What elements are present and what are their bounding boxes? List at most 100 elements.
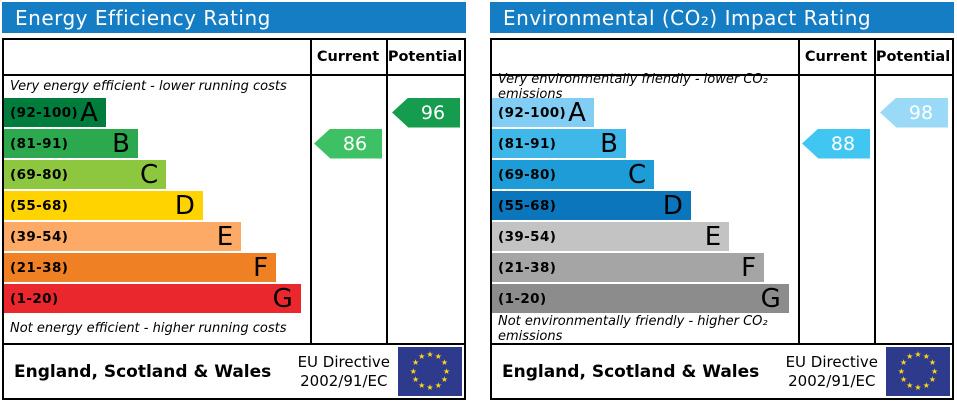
band-b: (81-91) B	[4, 128, 139, 159]
current-rating-arrow: 88	[802, 128, 870, 159]
column-divider	[798, 40, 800, 343]
band-letter: D	[662, 190, 683, 221]
header-empty-cell	[4, 40, 310, 76]
band-range: (81-91)	[10, 135, 69, 152]
band-c: (69-80) C	[4, 159, 167, 190]
eu-star-icon: ★	[897, 366, 905, 376]
band-letter: C	[140, 159, 159, 190]
band-range: (39-54)	[10, 228, 69, 245]
eu-star-icon: ★	[411, 374, 420, 384]
eu-directive-line2: 2002/91/EC	[788, 371, 876, 390]
band-letter: G	[760, 283, 781, 314]
band-c: (69-80) C	[492, 160, 655, 189]
band-e: (39-54) E	[4, 221, 242, 252]
eu-directive-line2: 2002/91/EC	[300, 371, 388, 390]
energy-rating-table: Current Potential Very energy efficient …	[2, 38, 466, 345]
top-caption: Very energy efficient - lower running co…	[10, 79, 287, 94]
eu-star-icon: ★	[434, 380, 442, 390]
eu-star-icon: ★	[899, 358, 908, 368]
top-caption: Very environmentally friendly - lower CO…	[498, 71, 768, 102]
eu-star-icon: ★	[440, 358, 448, 368]
eu-star-icon: ★	[928, 358, 936, 368]
band-d: (55-68) D	[492, 191, 691, 220]
eu-star-icon: ★	[931, 366, 939, 376]
current-column-header: Current	[310, 40, 386, 76]
column-divider	[874, 40, 876, 343]
potential-rating-arrow: 98	[880, 97, 948, 128]
panel-title-bar: Environmental (CO₂) Impact Rating	[490, 2, 954, 33]
current-rating-arrow: 86	[314, 128, 382, 159]
eu-star-icon: ★	[906, 352, 914, 362]
band-range: (69-80)	[498, 166, 557, 183]
column-divider	[310, 40, 312, 343]
band-range: (92-100)	[10, 104, 79, 121]
eu-star-icon: ★	[418, 380, 426, 390]
eu-star-icon: ★	[906, 380, 914, 390]
band-range: (1-20)	[10, 290, 59, 307]
band-range: (55-68)	[498, 197, 557, 214]
band-letter: B	[600, 128, 619, 159]
eu-star-icon: ★	[411, 358, 420, 368]
eu-star-icon: ★	[922, 380, 930, 390]
eu-directive-label: EU Directive 2002/91/EC	[298, 353, 390, 391]
region-label: England, Scotland & Wales	[14, 361, 272, 382]
eu-star-icon: ★	[922, 352, 930, 362]
panel-footer: England, Scotland & Wales EU Directive 2…	[490, 343, 954, 400]
eu-star-icon: ★	[426, 383, 434, 393]
band-range: (1-20)	[498, 290, 547, 307]
eu-star-icon: ★	[914, 349, 922, 359]
potential-column-header: Potential	[874, 40, 952, 76]
eu-flag-icon: ★ ★ ★ ★ ★ ★ ★ ★ ★ ★ ★ ★	[886, 347, 950, 396]
eu-star-icon: ★	[899, 374, 908, 384]
region-label: England, Scotland & Wales	[502, 361, 760, 382]
eu-flag-icon: ★ ★ ★ ★ ★ ★ ★ ★ ★ ★ ★ ★	[398, 347, 462, 396]
bottom-caption: Not energy efficient - higher running co…	[10, 321, 287, 336]
band-range: (39-54)	[498, 228, 557, 245]
eu-directive-line1: EU Directive	[297, 352, 390, 371]
header-empty-cell	[492, 40, 798, 76]
eu-star-icon: ★	[426, 349, 434, 359]
energy-efficiency-panel: Energy Efficiency Rating Current Potenti…	[2, 2, 466, 404]
eu-star-icon: ★	[443, 366, 451, 376]
column-divider	[386, 40, 388, 343]
eu-directive-line1: EU Directive	[785, 352, 878, 371]
band-range: (81-91)	[498, 135, 557, 152]
current-column-header: Current	[798, 40, 874, 76]
band-b: (81-91) B	[492, 128, 627, 159]
band-f: (21-38) F	[4, 252, 277, 283]
band-f: (21-38) F	[492, 252, 765, 283]
band-a: (92-100) A	[4, 98, 106, 127]
eu-star-icon: ★	[418, 352, 426, 362]
panel-title: Environmental (CO₂) Impact Rating	[503, 5, 872, 30]
band-a: (92-100) A	[492, 98, 594, 127]
panel-title: Energy Efficiency Rating	[15, 5, 271, 30]
environmental-impact-panel: Environmental (CO₂) Impact Rating Curren…	[490, 2, 954, 404]
potential-column-header: Potential	[386, 40, 464, 76]
bottom-caption: Not environmentally friendly - higher CO…	[498, 313, 768, 344]
band-letter: E	[216, 221, 234, 252]
panel-footer: England, Scotland & Wales EU Directive 2…	[2, 343, 466, 400]
eu-star-icon: ★	[440, 374, 448, 384]
eu-directive-label: EU Directive 2002/91/EC	[786, 353, 878, 391]
band-e: (39-54) E	[492, 221, 730, 252]
band-range: (21-38)	[498, 259, 557, 276]
eu-star-icon: ★	[434, 352, 442, 362]
band-range: (92-100)	[498, 104, 567, 121]
band-letter: G	[272, 283, 293, 314]
band-letter: D	[174, 190, 195, 221]
band-letter: A	[568, 97, 586, 128]
band-letter: B	[112, 128, 131, 159]
eu-star-icon: ★	[914, 383, 922, 393]
band-letter: E	[704, 221, 722, 252]
band-d: (55-68) D	[4, 191, 203, 220]
environmental-rating-table: Current Potential Very environmentally f…	[490, 38, 954, 345]
eu-star-icon: ★	[928, 374, 936, 384]
panel-title-bar: Energy Efficiency Rating	[2, 2, 466, 33]
band-g: (1-20) G	[4, 284, 301, 313]
band-letter: F	[253, 252, 269, 283]
potential-rating-arrow: 96	[392, 97, 460, 128]
band-letter: F	[741, 252, 757, 283]
band-g: (1-20) G	[492, 284, 789, 313]
band-letter: A	[80, 97, 98, 128]
band-range: (21-38)	[10, 259, 69, 276]
